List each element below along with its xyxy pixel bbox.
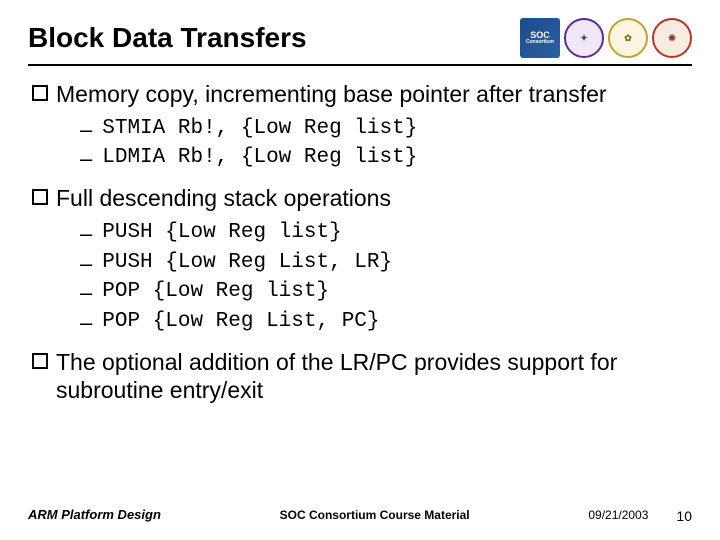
gold-logo-2: ❋	[652, 18, 692, 58]
dash-icon: –	[80, 144, 92, 174]
code-line: POP {Low Reg list}	[102, 278, 329, 306]
sub-item: – POP {Low Reg list}	[80, 278, 692, 308]
code-line: STMIA Rb!, {Low Reg list}	[102, 115, 417, 143]
soc-logo: SOC Consortium	[520, 18, 560, 58]
bullet-text: Full descending stack operations	[56, 184, 391, 213]
slide-header: Block Data Transfers SOC Consortium ✦ ✿ …	[28, 18, 692, 66]
purple-logo: ✦	[564, 18, 604, 58]
sub-list-memory: – STMIA Rb!, {Low Reg list} – LDMIA Rb!,…	[80, 115, 692, 174]
bullet-lr-pc: The optional addition of the LR/PC provi…	[32, 348, 692, 406]
footer-date: 09/21/2003	[588, 508, 648, 524]
page-number: 10	[676, 508, 692, 524]
sub-list-stack: – PUSH {Low Reg list} – PUSH {Low Reg Li…	[80, 219, 692, 338]
bullet-square-icon	[32, 189, 48, 205]
sub-item: – POP {Low Reg List, PC}	[80, 308, 692, 338]
sub-item: – STMIA Rb!, {Low Reg list}	[80, 115, 692, 145]
dash-icon: –	[80, 219, 92, 249]
dash-icon: –	[80, 115, 92, 145]
dash-icon: –	[80, 278, 92, 308]
code-line: POP {Low Reg List, PC}	[102, 308, 379, 336]
code-line: PUSH {Low Reg list}	[102, 219, 341, 247]
footer-center: SOC Consortium Course Material	[280, 508, 470, 522]
footer-left: ARM Platform Design	[28, 507, 161, 522]
bullet-square-icon	[32, 85, 48, 101]
code-line: LDMIA Rb!, {Low Reg list}	[102, 144, 417, 172]
soc-logo-line2: Consortium	[526, 40, 554, 45]
bullet-text: Memory copy, incrementing base pointer a…	[56, 80, 607, 109]
bullet-memory-copy: Memory copy, incrementing base pointer a…	[32, 80, 692, 109]
sub-item: – PUSH {Low Reg List, LR}	[80, 249, 692, 279]
bullet-text: The optional addition of the LR/PC provi…	[56, 348, 692, 406]
bullet-square-icon	[32, 353, 48, 369]
slide-content: Memory copy, incrementing base pointer a…	[28, 80, 692, 405]
footer-right: 09/21/2003 10	[588, 508, 692, 524]
dash-icon: –	[80, 249, 92, 279]
sub-item: – PUSH {Low Reg list}	[80, 219, 692, 249]
gold-logo-1: ✿	[608, 18, 648, 58]
sub-item: – LDMIA Rb!, {Low Reg list}	[80, 144, 692, 174]
code-line: PUSH {Low Reg List, LR}	[102, 249, 392, 277]
dash-icon: –	[80, 308, 92, 338]
slide-footer: ARM Platform Design SOC Consortium Cours…	[28, 507, 692, 524]
slide-title: Block Data Transfers	[28, 22, 307, 54]
bullet-stack-ops: Full descending stack operations	[32, 184, 692, 213]
logo-row: SOC Consortium ✦ ✿ ❋	[520, 18, 692, 58]
